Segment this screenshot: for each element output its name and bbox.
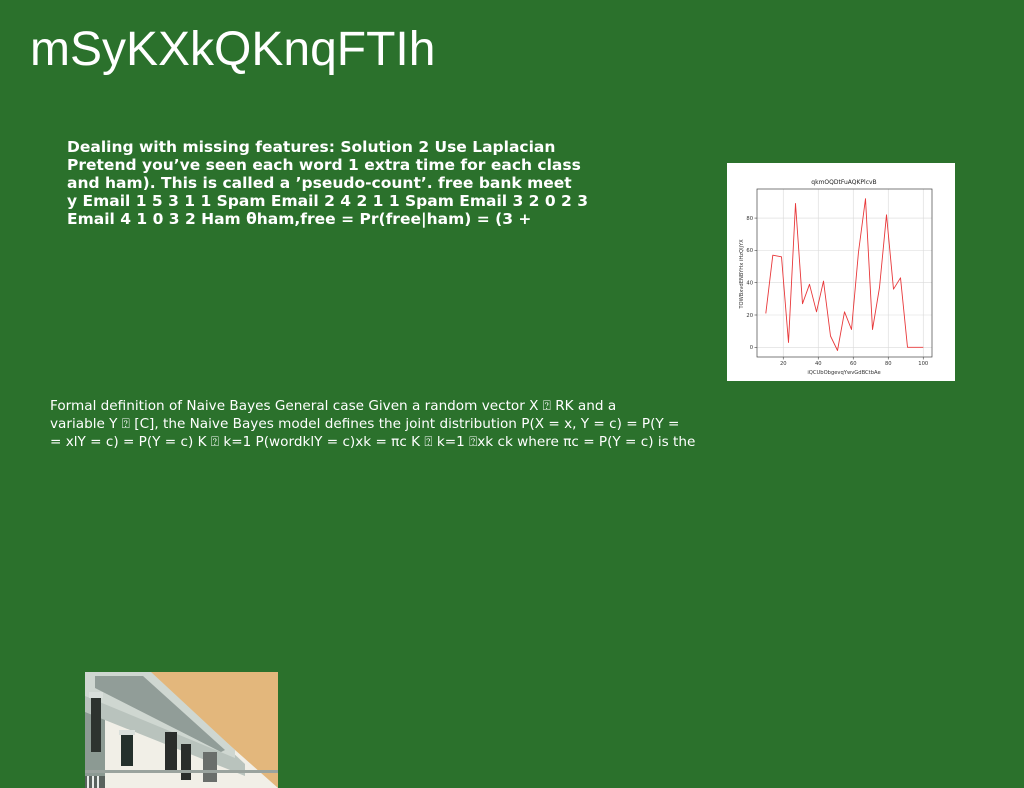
chart-title: qkmOQDtFuAQKPlcvB: [811, 179, 876, 186]
chart-ticks: 20 40 60 80 100 0 20 40 60 80: [746, 216, 928, 367]
body-text-line: variable Y ⍰ [C], the Naive Bayes model …: [50, 416, 680, 432]
chart-series-line: [765, 198, 924, 351]
bold-text-block: Dealing with missing features: Solution …: [67, 138, 607, 228]
chart-axes: [756, 188, 933, 358]
body-text-block: Formal definition of Naive Bayes General…: [50, 397, 710, 451]
chart-y-tick-label: 0: [750, 345, 753, 351]
chart-y-tick-label: 60: [746, 248, 753, 254]
bold-text-line: y Email 1 5 3 1 1 Spam Email 2 4 2 1 1 S…: [67, 192, 589, 210]
line-chart: 20 40 60 80 100 0 20 40 60 80 qkmOQDtFuAQKPlcvB i…: [727, 163, 955, 381]
chart-series: [765, 198, 924, 351]
body-text-line: = xlY = c) = P(Y = c) K ⍰ k=1 P(wordklY …: [50, 434, 696, 450]
building-facade-illustration: [85, 672, 278, 788]
chart-x-tick-label: 100: [918, 361, 928, 367]
chart-x-axis-label: iQCUbObgevqYwvGdBCtbAe: [807, 370, 880, 376]
bold-text-line: Email 4 1 0 3 2 Ham θham,free = Pr(free|…: [67, 210, 532, 228]
chart-x-tick-label: 60: [850, 361, 857, 367]
body-text-line: Formal definition of Naive Bayes General…: [50, 398, 617, 414]
chart-x-tick-label: 20: [780, 361, 787, 367]
chart-x-tick-label: 40: [815, 361, 822, 367]
chart-y-axis-label: TOWBxvdENBYHx iHzQljYX: [739, 239, 745, 310]
chart-y-tick-label: 20: [746, 313, 753, 319]
line-chart-canvas: 20 40 60 80 100 0 20 40 60 80 qkmOQDtFuAQKPlcvB i…: [739, 179, 933, 376]
chart-x-tick-label: 80: [885, 361, 892, 367]
chart-plot-frame: [756, 188, 933, 358]
chart-y-tick-label: 40: [746, 280, 753, 286]
building-facade-photo: [85, 672, 278, 788]
bold-text-line: Pretend you’ve seen each word 1 extra ti…: [67, 156, 581, 174]
chart-y-tick-label: 80: [746, 216, 753, 222]
bold-text-line: Dealing with missing features: Solution …: [67, 138, 556, 156]
slide-title: mSyKXkQKnqFTIh: [30, 23, 436, 76]
bold-text-line: and ham). This is called a ’pseudo-count…: [67, 174, 572, 192]
